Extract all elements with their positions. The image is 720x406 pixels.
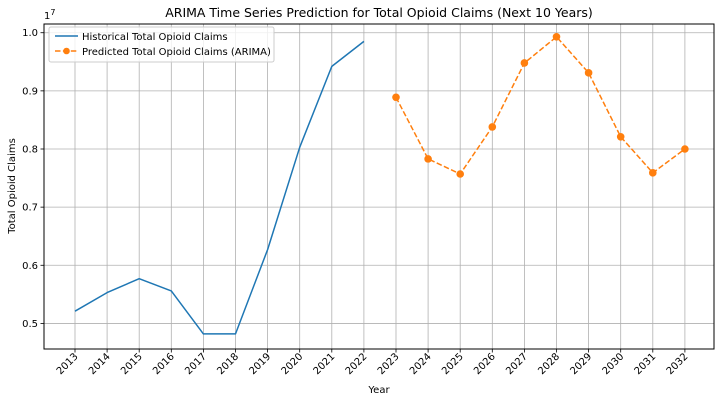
data-point <box>649 169 657 177</box>
data-point <box>424 155 432 163</box>
data-point <box>681 145 689 153</box>
series-layer <box>74 32 689 335</box>
y-tick-label: 0.7 <box>22 203 38 214</box>
axis-layer: 2013 2014 2015 2016 2017 2018 2019 2020 2021 2022… <box>22 28 690 377</box>
grid-layer <box>44 24 714 349</box>
data-point <box>456 170 465 178</box>
data-point <box>616 132 625 141</box>
series-line-0 <box>74 40 365 335</box>
data-point <box>552 32 561 41</box>
y-tick-label: 0.8 <box>22 145 38 156</box>
legend-label-predicted: Predicted Total Opioid Claims (ARIMA) <box>82 47 271 58</box>
y-offset-text: 17 <box>44 8 55 22</box>
chart-title: ARIMA Time Series Prediction for Total O… <box>165 5 593 20</box>
legend-label-historical: Historical Total Opioid Claims <box>82 32 228 43</box>
series-line-1 <box>395 36 686 175</box>
plot-area-frame <box>43 23 715 350</box>
y-tick-label: 0.5 <box>22 319 38 330</box>
data-point <box>584 69 593 77</box>
y-tick-label: 0.6 <box>22 261 38 272</box>
y-tick-label: 0.9 <box>22 86 38 97</box>
x-axis-label: Year <box>367 385 390 396</box>
data-point <box>520 59 529 67</box>
data-point <box>488 123 497 131</box>
data-point <box>392 93 400 102</box>
y-axis-label: Total Opioid Claims <box>7 138 18 235</box>
legend: Historical Total Opioid Claims Predicted… <box>48 26 275 63</box>
y-tick-label: 1.0 <box>22 28 38 39</box>
legend-frame <box>48 26 275 63</box>
y-offset-exponent: 7 <box>50 8 55 17</box>
legend-marker-predicted <box>63 47 70 55</box>
